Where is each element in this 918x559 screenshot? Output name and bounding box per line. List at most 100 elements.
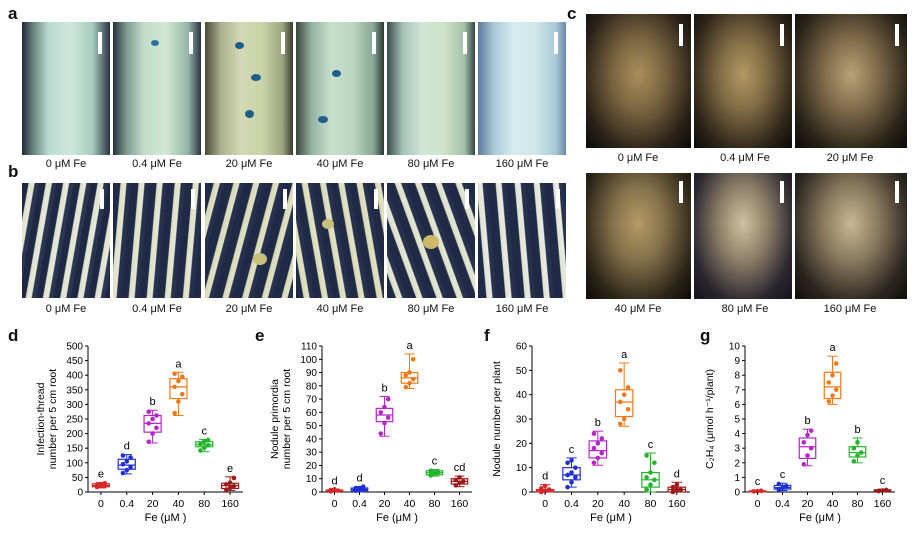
caption-b-5: 160 μM Fe (495, 303, 549, 315)
x-tick-label: 80 (429, 498, 441, 510)
y-tick-label: 5 (734, 415, 740, 426)
micrograph-b-20uM (205, 183, 293, 298)
data-point (172, 384, 177, 390)
x-tick-label: 40 (404, 498, 416, 510)
y-tick-label: 250 (66, 415, 83, 426)
caption-a-5: 160 μM Fe (495, 158, 549, 170)
caption-b-4: 80 μM Fe (407, 303, 455, 315)
data-point (678, 487, 684, 492)
chart-nodule-number: 0 10 20 30 40 50 60 Nodule number per plant d 0 c 0… (491, 342, 690, 524)
data-point (403, 384, 409, 390)
data-point (382, 420, 387, 426)
caption-a-3: 40 μM Fe (316, 158, 364, 170)
x-tick-label: 0 (542, 498, 548, 510)
data-point (146, 409, 152, 414)
panel-label-a: a (8, 4, 18, 23)
significance-letter: b (381, 382, 387, 394)
data-point (332, 487, 337, 492)
data-point (385, 396, 391, 402)
data-point (883, 487, 889, 493)
y-tick-label: 10 (306, 474, 318, 485)
data-point (428, 468, 434, 474)
data-point (648, 482, 653, 487)
root-photo-80uM (694, 173, 792, 299)
data-point (876, 488, 882, 494)
data-point (176, 399, 181, 404)
significance-letter: c (202, 425, 208, 437)
y-tick-label: 100 (66, 458, 83, 469)
data-point (120, 470, 126, 476)
data-point (776, 481, 782, 487)
y-tick-label: 90 (306, 368, 318, 379)
data-point (621, 392, 627, 397)
y-tick-label: 10 (729, 342, 741, 353)
x-tick-label: 160 (221, 498, 239, 510)
data-point (751, 489, 757, 494)
data-point (617, 421, 623, 427)
chart-nitrogenase-activity: 0 1 2 3 4 5 6 7 8 9 10 C₂H₄ (μmol h⁻¹/plant) c 0 c 0.4 b… (705, 342, 895, 524)
data-point (98, 481, 104, 487)
y-tick-label: 500 (66, 342, 83, 353)
data-point (94, 482, 100, 488)
data-point (617, 399, 623, 405)
chart-nodule-primordia: 0 10 20 30 40 50 60 70 80 90 100 110 Nodule primordi… (269, 340, 472, 524)
caption-a-0: 0 μM Fe (45, 158, 87, 170)
x-tick-label: 0 (755, 498, 761, 510)
y-tick-label: 0 (734, 488, 740, 499)
x-tick-label: 20 (802, 498, 814, 510)
x-tick-label: 20 (379, 498, 391, 510)
y-axis-label: Nodule number per plant (491, 361, 503, 477)
y-tick-label: 400 (66, 371, 83, 382)
significance-letter: d (674, 468, 680, 480)
micrograph-b-40uM (296, 183, 384, 298)
caption-b-2: 20 μM Fe (225, 303, 273, 315)
data-point (808, 428, 814, 433)
significance-letter: cd (454, 462, 466, 474)
data-point (591, 460, 597, 466)
y-tick-label: 0 (77, 488, 83, 499)
micrograph-a-04uM (113, 22, 201, 155)
root-photo-04uM (694, 14, 792, 148)
x-tick-label: 0.4 (564, 498, 579, 510)
y-tick-label: 10 (516, 463, 528, 474)
data-point (670, 489, 676, 495)
data-point (776, 487, 782, 493)
data-point (833, 361, 839, 366)
data-point (353, 485, 359, 491)
y-tick-label: 40 (306, 434, 318, 445)
data-point (625, 406, 631, 412)
data-point (102, 480, 108, 486)
data-point (644, 453, 649, 458)
data-point (410, 376, 416, 382)
data-point (542, 483, 548, 489)
y-tick-label: 2 (734, 458, 740, 469)
data-point (783, 483, 789, 489)
y-tick-label: 300 (66, 400, 83, 411)
data-point (617, 368, 623, 373)
data-point (573, 475, 578, 480)
data-point (644, 487, 649, 492)
data-point (146, 421, 152, 426)
y-tick-label: 50 (516, 366, 528, 377)
data-point (128, 464, 133, 470)
y-tick-label: 80 (306, 381, 318, 392)
y-tick-label: 350 (66, 385, 83, 396)
significance-letter: e (227, 463, 233, 475)
micrograph-a-80uM (387, 22, 475, 155)
significance-letter: c (880, 475, 886, 487)
data-point (595, 455, 601, 461)
y-tick-label: 6 (734, 400, 740, 411)
data-point (223, 482, 229, 487)
data-point (830, 372, 835, 378)
data-point (538, 486, 544, 491)
data-point (644, 475, 649, 480)
significance-letter: c (755, 476, 761, 488)
y-tick-label: 20 (516, 439, 528, 450)
y-tick-label: 150 (66, 444, 83, 455)
data-point (124, 459, 130, 464)
data-point (385, 415, 391, 420)
significance-letter: c (780, 469, 786, 481)
y-tick-label: 30 (516, 415, 528, 426)
x-tick-label: 40 (173, 498, 185, 510)
panel-label-c: c (567, 4, 577, 23)
